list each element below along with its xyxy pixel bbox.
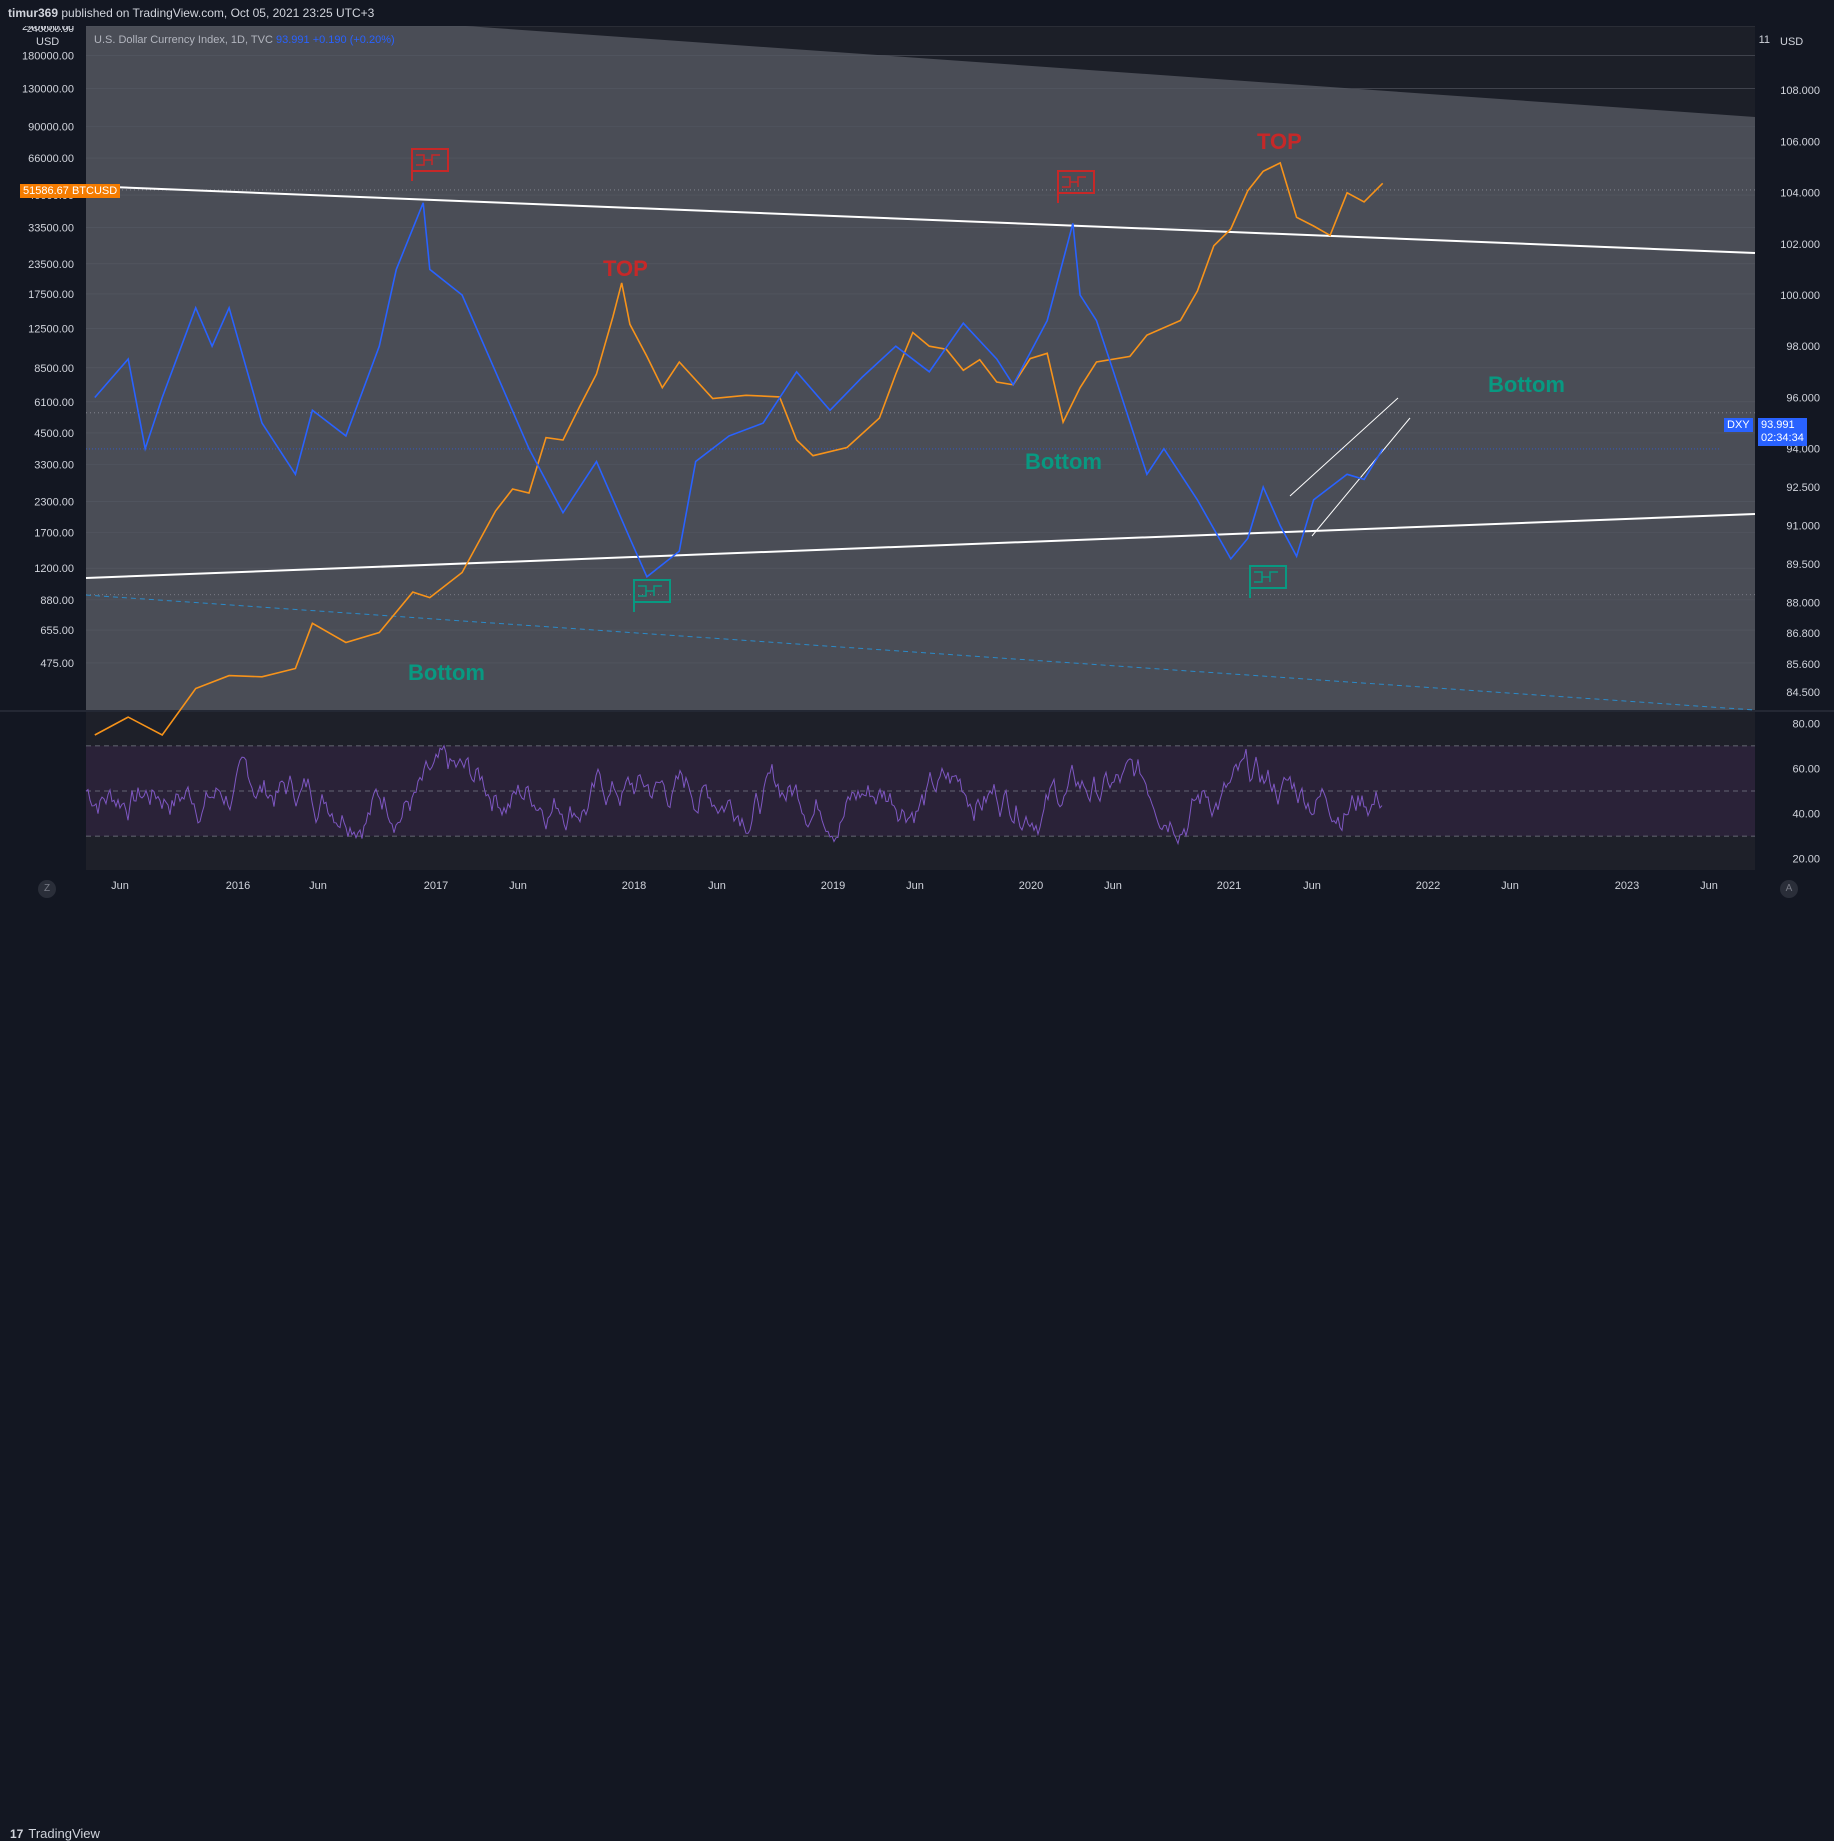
brand-label: TradingView	[28, 1826, 100, 1841]
left-tick-label: 475.00	[40, 658, 74, 670]
left-tick-label: 1700.00	[34, 528, 74, 540]
time-axis-label: Jun	[309, 880, 327, 892]
left-tick-label: 1200.00	[34, 563, 74, 575]
time-axis-label: Jun	[1303, 880, 1321, 892]
publish-info: timur369 published on TradingView.com, O…	[8, 6, 374, 20]
right-tick-label: 106.000	[1780, 136, 1820, 148]
right-tick-label: 94.000	[1786, 444, 1820, 456]
btc-price-value: 51586.67	[23, 185, 69, 197]
time-axis-label: Jun	[1700, 880, 1718, 892]
left-tick-label: 4500.00	[34, 428, 74, 440]
left-tick-label-top: 240000.00	[27, 24, 75, 35]
right-tick-label: 102.000	[1780, 239, 1820, 251]
dxy-price-value: 93.991	[1761, 419, 1795, 431]
time-axis-label: Jun	[111, 880, 129, 892]
time-axis-label: 2023	[1615, 880, 1639, 892]
time-axis-label: 2016	[226, 880, 250, 892]
right-tick-label: 91.000	[1786, 521, 1820, 533]
rsi-tick-label: 80.00	[1792, 718, 1820, 730]
left-axis-currency[interactable]: USD	[36, 36, 60, 48]
bottom-label: Bottom	[1025, 449, 1102, 474]
left-tick-label: 180000.00	[22, 50, 74, 62]
publish-header: timur369 published on TradingView.com, O…	[0, 0, 1834, 26]
time-axis-label: 2018	[622, 880, 646, 892]
dxy-price-tag: 93.991 02:34:34	[1758, 418, 1807, 446]
auto-scale-button[interactable]: A	[1780, 880, 1798, 898]
left-tick-label: 655.00	[40, 625, 74, 637]
footer: 17 TradingView	[0, 910, 1834, 1841]
right-tick-label: 96.000	[1786, 392, 1820, 404]
left-tick-label: 12500.00	[28, 323, 74, 335]
zoom-left-button[interactable]: Z	[38, 880, 56, 898]
tradingview-brand[interactable]: 17 TradingView	[10, 1826, 100, 1841]
btc-price-label: BTCUSD	[71, 185, 118, 197]
left-tick-label: 880.00	[40, 595, 74, 607]
left-tick-label: 90000.00	[28, 121, 74, 133]
time-axis-label: Jun	[708, 880, 726, 892]
author-name[interactable]: timur369	[8, 6, 59, 20]
right-tick-label: 104.000	[1780, 188, 1820, 200]
right-tick-label: 108.000	[1780, 85, 1820, 97]
rsi-tick-label: 40.00	[1792, 809, 1820, 821]
dxy-countdown: 02:34:34	[1761, 432, 1804, 444]
rsi-tick-label: 60.00	[1792, 763, 1820, 775]
left-tick-label: 130000.00	[22, 84, 74, 96]
right-tick-label: 89.500	[1786, 559, 1820, 571]
time-axis-label: Jun	[1501, 880, 1519, 892]
right-tick-label: 85.600	[1786, 659, 1820, 671]
btc-line[interactable]	[94, 161, 1384, 737]
left-tick-label: 17500.00	[28, 289, 74, 301]
lower-trendline[interactable]	[85, 513, 1756, 579]
time-axis-label: 2019	[821, 880, 845, 892]
right-tick-label: 86.800	[1786, 628, 1820, 640]
right-tick-label: 92.500	[1786, 482, 1820, 494]
dxy-label-tag: DXY	[1724, 418, 1753, 432]
channel-upper-line[interactable]	[1289, 397, 1399, 497]
chart-canvas[interactable]: 240000.00 180000.00 130000.00 90000.00 66000…	[0, 0, 1834, 939]
right-tick-label: 98.000	[1786, 341, 1820, 353]
dxy-line[interactable]	[94, 202, 1384, 579]
right-tick-label: 100.000	[1780, 290, 1820, 302]
top-label: TOP	[1257, 129, 1302, 154]
time-axis-label: Jun	[509, 880, 527, 892]
left-tick-label: 3300.00	[34, 460, 74, 472]
bottom-label: Bottom	[1488, 372, 1565, 397]
tradingview-logo-icon: 17	[10, 1826, 24, 1841]
left-tick-label: 6100.00	[34, 397, 74, 409]
publish-text: published on TradingView.com, Oct 05, 20…	[61, 6, 375, 20]
time-axis-label: Jun	[1104, 880, 1122, 892]
top-label: TOP	[603, 256, 648, 281]
red-flag-icon-check	[1062, 176, 1086, 188]
red-flag-icon-check	[416, 154, 440, 166]
upper-shade-wedge	[466, 26, 1755, 117]
symbol-value: 93.991	[275, 34, 310, 46]
right-tick-label: 84.500	[1786, 687, 1820, 699]
symbol-legend[interactable]: U.S. Dollar Currency Index, 1D, TVC 93.9…	[94, 34, 395, 46]
bottom-label: Bottom	[408, 660, 485, 685]
left-tick-label: 8500.00	[34, 363, 74, 375]
time-axis-label: 2021	[1217, 880, 1241, 892]
time-axis-label: 2020	[1019, 880, 1043, 892]
right-tick-label: 88.000	[1786, 597, 1820, 609]
time-axis-label: 2017	[424, 880, 448, 892]
upper-trendline[interactable]	[85, 185, 1756, 254]
left-tick-label: 33500.00	[28, 222, 74, 234]
green-flag-icon-check	[1254, 571, 1278, 583]
rsi-line[interactable]	[85, 744, 1383, 846]
left-tick-label: 2300.00	[34, 497, 74, 509]
btc-price-tag: 51586.67 BTCUSD	[20, 184, 121, 198]
green-flag-icon-check	[638, 585, 662, 597]
symbol-change: +0.190 (+0.20%)	[312, 34, 395, 46]
time-axis-label: 2022	[1416, 880, 1440, 892]
right-tick-label-top: 11	[1759, 34, 1770, 46]
symbol-title: U.S. Dollar Currency Index, 1D, TVC	[94, 34, 273, 46]
left-tick-label: 66000.00	[28, 153, 74, 165]
right-axis-currency[interactable]: USD	[1780, 36, 1804, 48]
rsi-tick-label: 20.00	[1792, 854, 1820, 866]
time-axis-label: Jun	[906, 880, 924, 892]
left-tick-label: 23500.00	[28, 259, 74, 271]
channel-lower-line[interactable]	[1311, 417, 1411, 537]
